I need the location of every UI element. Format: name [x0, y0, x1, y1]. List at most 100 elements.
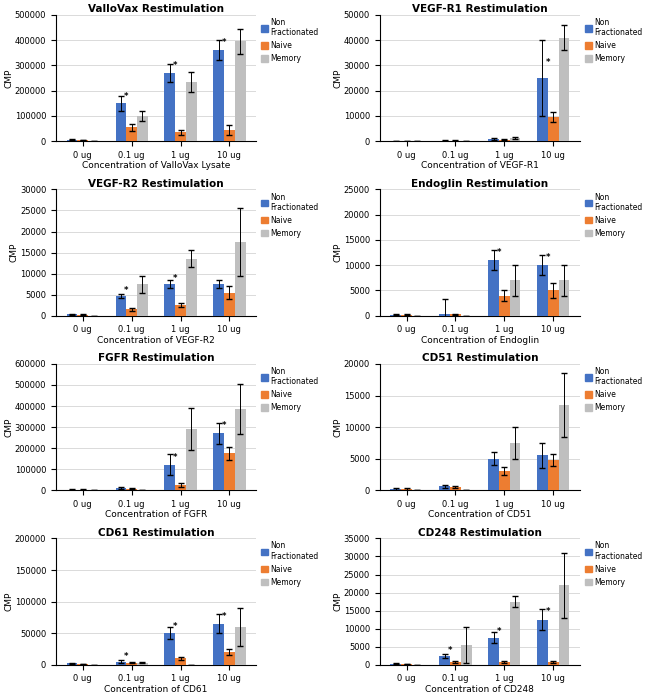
Y-axis label: CMP: CMP — [333, 592, 342, 611]
Bar — [499, 662, 510, 664]
Bar — [450, 487, 461, 490]
Text: *: * — [545, 607, 550, 616]
Title: CD51 Restimulation: CD51 Restimulation — [422, 353, 538, 363]
Bar — [224, 454, 235, 490]
Y-axis label: CMP: CMP — [333, 243, 343, 262]
X-axis label: Concentration of CD51: Concentration of CD51 — [428, 510, 532, 519]
Bar — [510, 443, 521, 490]
Bar — [439, 314, 450, 315]
Bar — [461, 645, 471, 664]
Bar — [439, 487, 450, 490]
Bar — [537, 456, 548, 490]
Title: CD248 Restimulation: CD248 Restimulation — [418, 528, 542, 537]
Bar — [499, 295, 510, 315]
Bar — [488, 260, 499, 315]
X-axis label: Concentration of CD61: Concentration of CD61 — [105, 685, 208, 694]
Text: *: * — [222, 38, 226, 47]
Text: *: * — [124, 286, 129, 295]
X-axis label: Concentration of Endoglin: Concentration of Endoglin — [421, 336, 539, 345]
Text: *: * — [173, 622, 177, 631]
Bar — [450, 314, 461, 315]
Bar — [116, 662, 126, 664]
Bar — [224, 130, 235, 141]
Bar — [558, 586, 569, 664]
Title: CD61 Restimulation: CD61 Restimulation — [98, 528, 214, 537]
Bar — [235, 242, 246, 315]
Bar — [116, 103, 126, 141]
Bar — [224, 652, 235, 664]
X-axis label: Concentration of VEGF-R2: Concentration of VEGF-R2 — [98, 336, 215, 345]
Y-axis label: CMP: CMP — [5, 592, 13, 611]
X-axis label: Concentration of CD248: Concentration of CD248 — [425, 685, 534, 694]
Legend: Non
Fractionated, Naive, Memory: Non Fractionated, Naive, Memory — [258, 538, 322, 590]
Title: Endoglin Restimulation: Endoglin Restimulation — [411, 179, 549, 188]
Bar — [213, 624, 224, 664]
Bar — [548, 290, 558, 315]
Bar — [175, 305, 186, 315]
Bar — [450, 662, 461, 664]
Bar — [548, 117, 558, 141]
Bar — [488, 139, 499, 141]
Bar — [235, 627, 246, 664]
Legend: Non
Fractionated, Naive, Memory: Non Fractionated, Naive, Memory — [258, 364, 322, 415]
Text: *: * — [124, 652, 129, 661]
Text: *: * — [173, 274, 177, 283]
Bar — [235, 409, 246, 490]
Bar — [164, 633, 175, 664]
Bar — [67, 140, 77, 141]
Bar — [558, 405, 569, 490]
Bar — [116, 296, 126, 315]
Bar — [510, 602, 521, 664]
Y-axis label: CMP: CMP — [9, 243, 18, 262]
X-axis label: Concentration of VEGF-R1: Concentration of VEGF-R1 — [421, 161, 539, 170]
Bar — [488, 638, 499, 664]
Legend: Non
Fractionated, Naive, Memory: Non Fractionated, Naive, Memory — [582, 15, 645, 66]
Text: *: * — [497, 248, 501, 257]
Bar — [537, 620, 548, 664]
Text: *: * — [448, 646, 452, 655]
Y-axis label: CMP: CMP — [4, 68, 13, 88]
Legend: Non
Fractionated, Naive, Memory: Non Fractionated, Naive, Memory — [258, 189, 322, 241]
Bar — [213, 433, 224, 490]
Bar — [175, 485, 186, 490]
Text: *: * — [222, 421, 226, 430]
Bar — [126, 309, 137, 315]
X-axis label: Concentration of FGFR: Concentration of FGFR — [105, 510, 207, 519]
Bar — [137, 284, 148, 315]
Bar — [126, 127, 137, 141]
Bar — [164, 465, 175, 490]
Bar — [510, 138, 521, 141]
Y-axis label: CMP: CMP — [333, 68, 342, 88]
Bar — [186, 429, 197, 490]
Bar — [186, 82, 197, 141]
Title: ValloVax Restimulation: ValloVax Restimulation — [88, 4, 224, 14]
Bar — [537, 78, 548, 141]
Text: *: * — [545, 58, 550, 67]
Bar — [510, 281, 521, 315]
Bar — [439, 655, 450, 664]
Bar — [126, 489, 137, 490]
Legend: Non
Fractionated, Naive, Memory: Non Fractionated, Naive, Memory — [582, 189, 645, 241]
Bar — [164, 284, 175, 315]
Bar — [137, 663, 148, 664]
Bar — [558, 38, 569, 141]
Bar — [548, 460, 558, 490]
Bar — [391, 489, 401, 490]
Bar — [175, 133, 186, 141]
Bar — [77, 140, 88, 141]
Bar — [558, 281, 569, 315]
Bar — [164, 73, 175, 141]
Bar — [213, 50, 224, 141]
Bar — [499, 140, 510, 141]
Text: *: * — [124, 92, 129, 101]
Text: *: * — [545, 253, 550, 262]
Bar — [213, 284, 224, 315]
Bar — [401, 489, 412, 490]
Title: FGFR Restimulation: FGFR Restimulation — [98, 353, 214, 363]
Bar — [488, 459, 499, 490]
Legend: Non
Fractionated, Naive, Memory: Non Fractionated, Naive, Memory — [258, 15, 322, 66]
Bar — [499, 471, 510, 490]
Bar — [116, 488, 126, 490]
Bar — [175, 658, 186, 664]
Text: *: * — [497, 627, 501, 636]
